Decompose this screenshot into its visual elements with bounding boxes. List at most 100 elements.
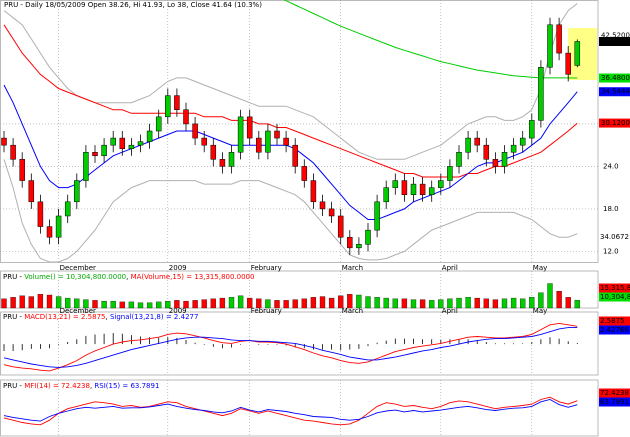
volume-bar <box>183 300 189 309</box>
volume-bar <box>438 299 444 309</box>
candle-body <box>556 24 562 54</box>
candle-body <box>165 95 171 118</box>
indicator-line <box>3 396 578 426</box>
band-label: 34.0672 <box>600 233 629 241</box>
volume-bar <box>401 298 408 309</box>
price-panel <box>0 0 599 263</box>
mfi-panel <box>0 379 599 437</box>
header-part: RSI(15) = 63.7891 <box>94 382 159 390</box>
volume-bar <box>128 301 135 309</box>
candle-body <box>492 159 499 167</box>
candle-body <box>419 183 426 195</box>
volume-bar <box>419 299 426 309</box>
y-tick-label: 24.0 <box>603 162 619 170</box>
candle-body <box>565 52 571 75</box>
value-tag-label: 2.5875 <box>600 317 625 325</box>
volume-bar <box>19 295 25 309</box>
price-lines <box>3 0 578 262</box>
volume-bar <box>92 300 98 309</box>
price-tag <box>599 87 630 97</box>
x-tick-label: March <box>342 264 363 272</box>
value-tag <box>599 316 630 326</box>
value-tag-label: 2.42766 <box>600 326 629 334</box>
volume-bar <box>556 291 562 309</box>
candle-body <box>510 144 517 153</box>
indicator-line <box>3 322 578 372</box>
header-part: , <box>105 313 109 321</box>
volume-bar <box>83 299 89 309</box>
candle-body <box>155 116 162 132</box>
candle-body <box>474 137 480 146</box>
x-tick-label: February <box>251 264 282 272</box>
volume-bar <box>101 300 107 309</box>
value-tag <box>599 283 630 293</box>
candle-body <box>501 151 508 167</box>
volume-bar <box>338 295 344 309</box>
header-part: , <box>126 273 130 281</box>
candle-body <box>365 229 371 245</box>
candle-body <box>301 166 308 181</box>
candle-body <box>201 137 207 146</box>
candle-body <box>83 151 89 181</box>
volume-bar <box>165 300 171 309</box>
volume-bar <box>328 297 335 309</box>
moving-line <box>3 3 578 160</box>
value-tag <box>599 388 630 398</box>
y-tick-label: 12.0 <box>603 247 619 255</box>
volume-bar <box>474 297 480 309</box>
candle-body <box>237 116 244 153</box>
volume-bar <box>265 299 271 309</box>
moving-line <box>283 0 578 79</box>
candle-body <box>10 144 16 160</box>
candle-body <box>137 141 144 146</box>
volume-bar <box>274 300 280 309</box>
volume-bar <box>237 295 244 309</box>
panel-header: PRU - MACD(13,21) = 2.5875, Signal(13,21… <box>3 313 198 321</box>
panel-header: PRU - MFI(14) = 72.4238, RSI(15) = 63.78… <box>3 382 159 390</box>
volume-bar <box>374 297 380 309</box>
candle-body <box>101 144 107 157</box>
moving-line <box>3 159 578 262</box>
volume-bar <box>547 283 553 309</box>
candle-body <box>383 187 389 203</box>
candle-body <box>265 130 271 153</box>
moving-line <box>3 84 578 220</box>
volume-bar <box>110 300 116 309</box>
candle-body <box>119 137 126 149</box>
panel-header: PRU - Volume() = 10,304,800.0000, MA(Vol… <box>3 273 254 281</box>
candle-body <box>55 215 62 238</box>
candle-body <box>19 159 25 181</box>
header-part: PRU - <box>3 273 24 281</box>
volume-bar <box>501 298 508 309</box>
price-tag-label: 41.64 <box>601 37 622 45</box>
volume-bar <box>520 298 526 309</box>
volume-bar <box>456 297 462 309</box>
header-part: , <box>90 382 94 390</box>
value-tag-label: 10,304,800 <box>600 293 630 301</box>
candle-body <box>538 67 544 121</box>
volume-bar <box>119 301 125 309</box>
volume-bar <box>10 297 16 309</box>
volume-bar <box>156 301 162 309</box>
volume-bar <box>510 297 517 309</box>
value-tag-label: 72.4238 <box>600 389 629 397</box>
value-tag-label: 63.7891 <box>600 398 629 406</box>
candle-body <box>319 201 326 210</box>
moving-line <box>3 24 578 178</box>
price-tag <box>599 36 630 46</box>
price-tag-label: 42.5200 <box>601 31 630 39</box>
header-part: MFI(14) = 72.4238 <box>24 382 90 390</box>
candle-body <box>519 137 526 146</box>
candle-body <box>392 180 399 188</box>
volume-bar <box>174 300 180 309</box>
volume-bar <box>65 297 71 309</box>
candle-body <box>256 137 262 153</box>
x-tick-label: 2009 <box>169 264 187 272</box>
x-tick-label: December <box>60 307 96 315</box>
header-part: MACD(13,21) = 2.5875 <box>24 313 105 321</box>
candle-body <box>483 144 490 160</box>
volume-bar <box>483 298 489 309</box>
candle-body <box>529 120 535 139</box>
x-tick-label: March <box>342 307 363 315</box>
